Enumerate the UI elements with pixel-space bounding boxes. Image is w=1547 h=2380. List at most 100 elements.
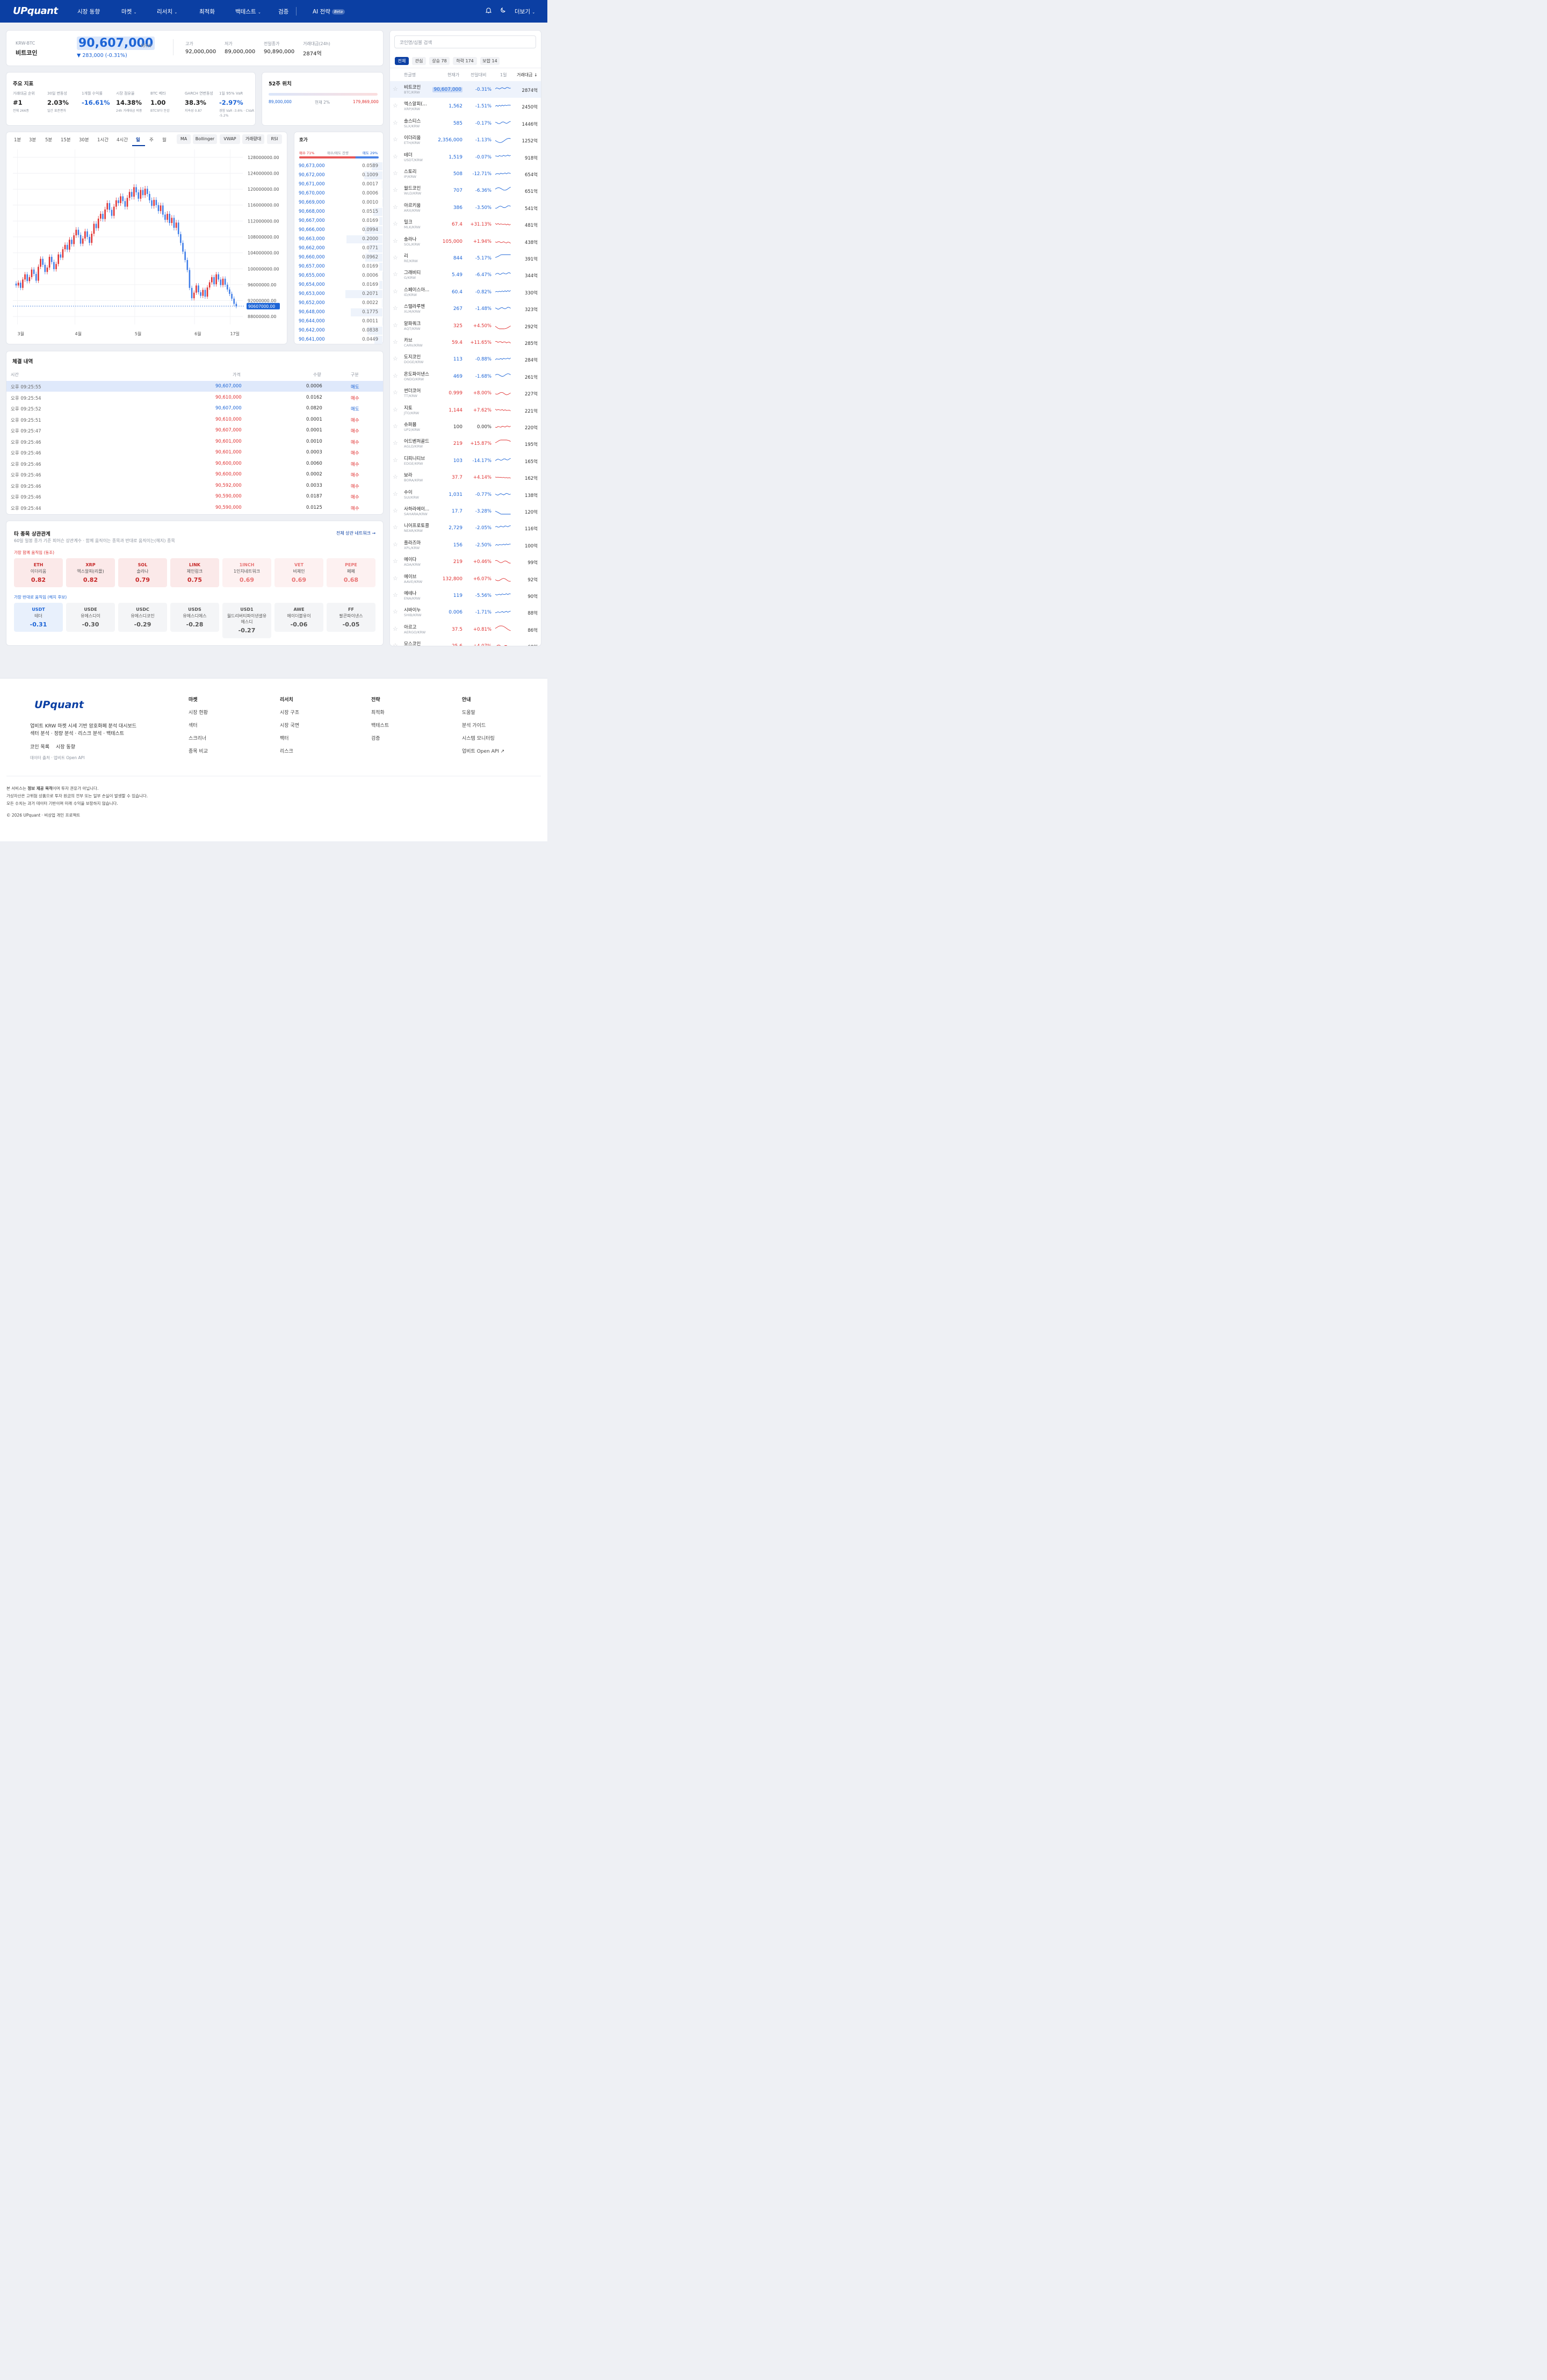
coin-row[interactable]: ☆ 스페이스아... ID/KRW 60.4 -0.82% 330억: [390, 284, 541, 300]
footer-link[interactable]: 최적화: [371, 710, 385, 716]
nav-optimize[interactable]: 최적화: [199, 9, 215, 15]
timeframe-tab[interactable]: 4시간: [117, 138, 128, 143]
coin-row[interactable]: ☆ 리 RE/KRW 844 -5.17% 391억: [390, 250, 541, 266]
star-icon[interactable]: ☆: [393, 439, 398, 447]
star-icon[interactable]: ☆: [393, 153, 398, 160]
footer-link[interactable]: 시스템 모니터링: [462, 736, 495, 741]
coin-row[interactable]: ☆ 스텔라루멘 XLM/KRW 267 -1.48% 323억: [390, 300, 541, 317]
correlation-negative-item[interactable]: USDE 유에스디이 -0.30: [66, 603, 115, 632]
coin-row[interactable]: ☆ 월드코인 WLD/KRW 707 -6.36% 651억: [390, 182, 541, 199]
coin-row[interactable]: ☆ 비트코인 BTC/KRW 90,607,000 -0.31% 2874억: [390, 81, 541, 98]
correlation-positive-item[interactable]: XRP 엑스알피(리플) 0.82: [66, 558, 115, 587]
logo[interactable]: UPquant: [13, 5, 58, 17]
coin-row[interactable]: ☆ 스토리 IP/KRW 508 -12.71% 654억: [390, 165, 541, 182]
orderbook-row[interactable]: 90,654,000 0.0169: [294, 280, 382, 290]
orderbook-row[interactable]: 90,673,000 0.0589: [294, 162, 382, 171]
star-icon[interactable]: ☆: [393, 338, 398, 345]
star-icon[interactable]: ☆: [393, 574, 398, 582]
star-icon[interactable]: ☆: [393, 642, 398, 646]
coin-row[interactable]: ☆ 수이 SUI/KRW 1,031 -0.77% 138억: [390, 486, 541, 503]
orderbook-row[interactable]: 90,669,000 0.0010: [294, 198, 382, 207]
nav-research[interactable]: 리서치 ⌄: [157, 8, 177, 16]
timeframe-tab[interactable]: 월: [162, 138, 167, 143]
filter-pill[interactable]: 상승 78: [429, 57, 450, 65]
star-icon[interactable]: ☆: [393, 186, 398, 194]
nav-market-trends[interactable]: 시장 동향: [77, 9, 100, 15]
footer-link[interactable]: 도움말: [462, 710, 475, 716]
search-input[interactable]: 코인명/심볼 검색: [394, 35, 536, 48]
correlation-positive-item[interactable]: PEPE 페페 0.68: [327, 558, 375, 587]
indicator-toggle[interactable]: 거래량대: [242, 134, 264, 144]
coin-row[interactable]: ☆ 테더 USDT/KRW 1,519 -0.07% 918억: [390, 149, 541, 165]
correlation-negative-item[interactable]: USDS 유에스디에스 -0.28: [170, 603, 219, 632]
star-icon[interactable]: ☆: [393, 456, 398, 464]
coin-row[interactable]: ☆ 카브 CARV/KRW 59.4 +11.65% 285억: [390, 334, 541, 351]
star-icon[interactable]: ☆: [393, 85, 398, 92]
coin-row[interactable]: ☆ 플라즈마 XPL/KRW 156 -2.50% 100억: [390, 537, 541, 553]
orderbook-row[interactable]: 90,655,000 0.0006: [294, 271, 382, 280]
star-icon[interactable]: ☆: [393, 625, 398, 632]
footer-link[interactable]: 스크리너: [189, 736, 207, 741]
correlation-positive-item[interactable]: VET 비체인 0.69: [274, 558, 323, 587]
coin-row[interactable]: ☆ 슈퍼뮴 UP2/KRW 100 0.00% 220억: [390, 419, 541, 435]
candlestick-chart[interactable]: 128000000.00 124000000.00 120000000.00 1160…: [6, 147, 287, 344]
orderbook-row[interactable]: 90,667,000 0.0169: [294, 217, 382, 226]
star-icon[interactable]: ☆: [393, 355, 398, 363]
footer-link[interactable]: 백테스트: [371, 723, 389, 729]
correlation-positive-item[interactable]: SOL 솔라나 0.79: [118, 558, 167, 587]
timeframe-tab[interactable]: 3분: [29, 138, 37, 143]
indicator-toggle[interactable]: Bollinger: [193, 134, 217, 144]
star-icon[interactable]: ☆: [393, 423, 398, 430]
star-icon[interactable]: ☆: [393, 540, 398, 548]
orderbook-row[interactable]: 90,641,000 0.0449: [294, 335, 382, 344]
orderbook-row[interactable]: 90,653,000 0.2071: [294, 290, 382, 299]
star-icon[interactable]: ☆: [393, 220, 398, 228]
coin-row[interactable]: ☆ 밀크 MLK/KRW 67.4 +31.13% 481억: [390, 216, 541, 233]
coin-row[interactable]: ☆ 모스코인 25.6 +4.07% 68억: [390, 638, 541, 646]
timeframe-tab[interactable]: 1분: [14, 138, 21, 143]
coin-row[interactable]: ☆ 어드벤처골드 AGLD/KRW 219 +15.87% 195억: [390, 435, 541, 452]
coin-row[interactable]: ☆ 지토 JTO/KRW 1,144 +7.62% 221억: [390, 402, 541, 419]
star-icon[interactable]: ☆: [393, 608, 398, 616]
star-icon[interactable]: ☆: [393, 254, 398, 261]
correlation-negative-item[interactable]: AWE 에이더블유이 -0.06: [274, 603, 323, 632]
orderbook-row[interactable]: 90,668,000 0.0515: [294, 207, 382, 217]
list-col-header[interactable]: 거래대금 ↓: [517, 73, 538, 77]
footer-link[interactable]: 검증: [371, 736, 380, 741]
coin-row[interactable]: ☆ 솔스티스 SLX/KRW 585 -0.17% 1446억: [390, 115, 541, 132]
nav-market[interactable]: 마켓 ⌄: [121, 8, 137, 16]
coin-row[interactable]: ☆ 디피니티브 EDGE/KRW 103 -14.17% 165억: [390, 452, 541, 469]
orderbook-row[interactable]: 90,672,000 0.1009: [294, 171, 382, 180]
star-icon[interactable]: ☆: [393, 321, 398, 329]
star-icon[interactable]: ☆: [393, 203, 398, 211]
star-icon[interactable]: ☆: [393, 170, 398, 177]
timeframe-tab[interactable]: 30분: [79, 138, 89, 143]
correlation-negative-item[interactable]: USDC 유에스디코인 -0.29: [118, 603, 167, 632]
coin-row[interactable]: ☆ 보라 BORA/KRW 37.7 +4.14% 162억: [390, 469, 541, 486]
coin-row[interactable]: ☆ 에테나 ENA/KRW 119 -5.56% 90억: [390, 587, 541, 604]
orderbook-row[interactable]: 90,642,000 0.0838: [294, 326, 382, 335]
star-icon[interactable]: ☆: [393, 473, 398, 481]
timeframe-tab[interactable]: 주: [149, 138, 154, 143]
star-icon[interactable]: ☆: [393, 524, 398, 531]
coin-row[interactable]: ☆ 이더리움 ETH/KRW 2,356,000 -1.13% 1252억: [390, 132, 541, 148]
correlation-positive-item[interactable]: LINK 체인링크 0.75: [170, 558, 219, 587]
star-icon[interactable]: ☆: [393, 490, 398, 497]
correlation-negative-item[interactable]: USD1 월드리버티파이낸셜유에스디 -0.27: [222, 603, 271, 638]
coin-row[interactable]: ☆ 알파쿼크 AQT/KRW 325 +4.50% 292억: [390, 318, 541, 334]
star-icon[interactable]: ☆: [393, 372, 398, 379]
star-icon[interactable]: ☆: [393, 305, 398, 312]
filter-pill[interactable]: 전체: [395, 57, 409, 65]
footer-link[interactable]: 리스크: [280, 749, 293, 754]
star-icon[interactable]: ☆: [393, 592, 398, 598]
star-icon[interactable]: ☆: [393, 406, 398, 413]
coin-row[interactable]: ☆ 시바이누 SHIB/KRW 0.006 -1.71% 88억: [390, 604, 541, 621]
coin-row[interactable]: ☆ 도지코인 DOGE/KRW 113 -0.88% 284억: [390, 351, 541, 367]
timeframe-tab[interactable]: 5분: [45, 138, 53, 143]
coin-row[interactable]: ☆ 사하라에이... SAHARA/KRW 17.7 -3.28% 120억: [390, 503, 541, 520]
network-link[interactable]: 전체 상관 네트워크 →: [336, 531, 376, 536]
orderbook-row[interactable]: 90,660,000 0.0962: [294, 253, 382, 262]
star-icon[interactable]: ☆: [393, 271, 398, 278]
orderbook-row[interactable]: 90,670,000 0.0006: [294, 189, 382, 198]
star-icon[interactable]: ☆: [393, 287, 398, 295]
